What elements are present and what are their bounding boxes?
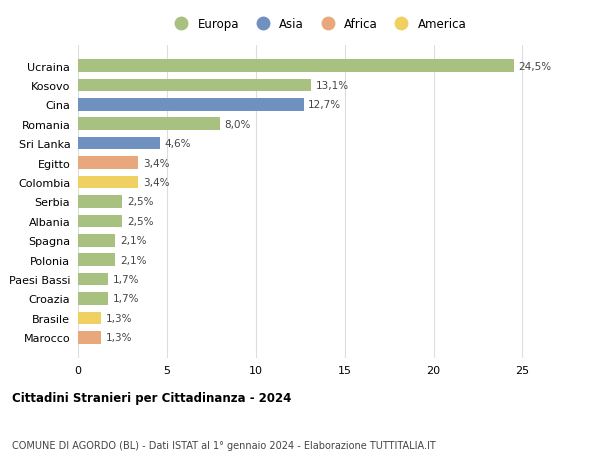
Text: 2,1%: 2,1% xyxy=(120,255,146,265)
Bar xyxy=(78,235,115,247)
Text: 12,7%: 12,7% xyxy=(308,100,341,110)
Bar xyxy=(78,157,139,169)
Bar xyxy=(78,79,311,92)
Text: 1,3%: 1,3% xyxy=(106,313,132,323)
Text: 8,0%: 8,0% xyxy=(224,119,251,129)
Text: 1,7%: 1,7% xyxy=(113,274,139,285)
Text: 2,5%: 2,5% xyxy=(127,197,154,207)
Bar xyxy=(78,99,304,112)
Legend: Europa, Asia, Africa, America: Europa, Asia, Africa, America xyxy=(167,16,469,34)
Text: Cittadini Stranieri per Cittadinanza - 2024: Cittadini Stranieri per Cittadinanza - 2… xyxy=(12,391,292,404)
Bar xyxy=(78,176,139,189)
Text: 1,7%: 1,7% xyxy=(113,294,139,304)
Text: 3,4%: 3,4% xyxy=(143,158,169,168)
Text: 3,4%: 3,4% xyxy=(143,178,169,188)
Text: COMUNE DI AGORDO (BL) - Dati ISTAT al 1° gennaio 2024 - Elaborazione TUTTITALIA.: COMUNE DI AGORDO (BL) - Dati ISTAT al 1°… xyxy=(12,440,436,450)
Text: 24,5%: 24,5% xyxy=(518,62,551,71)
Bar xyxy=(78,292,108,305)
Bar xyxy=(78,215,122,228)
Text: 13,1%: 13,1% xyxy=(316,81,349,91)
Bar xyxy=(78,273,108,286)
Bar xyxy=(78,254,115,266)
Text: 4,6%: 4,6% xyxy=(164,139,191,149)
Bar xyxy=(78,118,220,131)
Text: 2,5%: 2,5% xyxy=(127,216,154,226)
Bar xyxy=(78,312,101,325)
Text: 1,3%: 1,3% xyxy=(106,333,132,342)
Bar xyxy=(78,60,514,73)
Bar xyxy=(78,138,160,150)
Text: 2,1%: 2,1% xyxy=(120,236,146,246)
Bar xyxy=(78,331,101,344)
Bar xyxy=(78,196,122,208)
